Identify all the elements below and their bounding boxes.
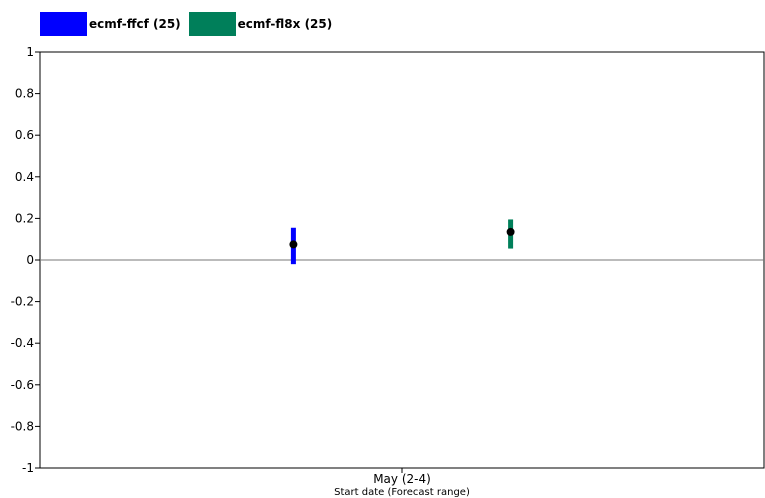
y-tick-label: 0.8 bbox=[15, 87, 34, 101]
data-point-fl8x bbox=[506, 227, 515, 236]
chart-marks bbox=[289, 219, 515, 265]
y-tick-label: 1 bbox=[26, 45, 34, 59]
y-tick-label: -0.8 bbox=[11, 419, 34, 433]
legend-swatch-fl8x bbox=[188, 12, 236, 36]
y-tick-label: -1 bbox=[22, 461, 34, 475]
data-point-ffcf bbox=[289, 240, 298, 249]
legend-item-ffcf: ecmf-ffcf (25) bbox=[40, 12, 181, 36]
y-tick-label: -0.2 bbox=[11, 295, 34, 309]
y-tick-label: -0.6 bbox=[11, 378, 34, 392]
legend-label-fl8x: ecmf-fl8x (25) bbox=[237, 17, 333, 31]
y-tick-label: -0.4 bbox=[11, 336, 34, 350]
y-tick-label: 0.2 bbox=[15, 211, 34, 225]
y-tick-label: 0 bbox=[26, 253, 34, 267]
legend-swatch-ffcf bbox=[40, 12, 87, 36]
chart-axes: 1 0.8 0.6 0.4 0.2 0 -0.2 -0.4 -0.6 -0.8 -1 May (2-4… bbox=[11, 45, 765, 498]
legend-item-fl8x: ecmf-fl8x (25) bbox=[188, 12, 333, 36]
legend-label-ffcf: ecmf-ffcf (25) bbox=[89, 17, 181, 31]
x-tick-label: May (2-4) bbox=[373, 472, 431, 486]
chart-legend: ecmf-ffcf (25) ecmf-fl8x (25) bbox=[40, 12, 340, 36]
y-tick-label: 0.6 bbox=[15, 128, 34, 142]
x-axis-label: Start date (Forecast range) bbox=[334, 487, 470, 498]
y-tick-label: 0.4 bbox=[15, 170, 34, 184]
